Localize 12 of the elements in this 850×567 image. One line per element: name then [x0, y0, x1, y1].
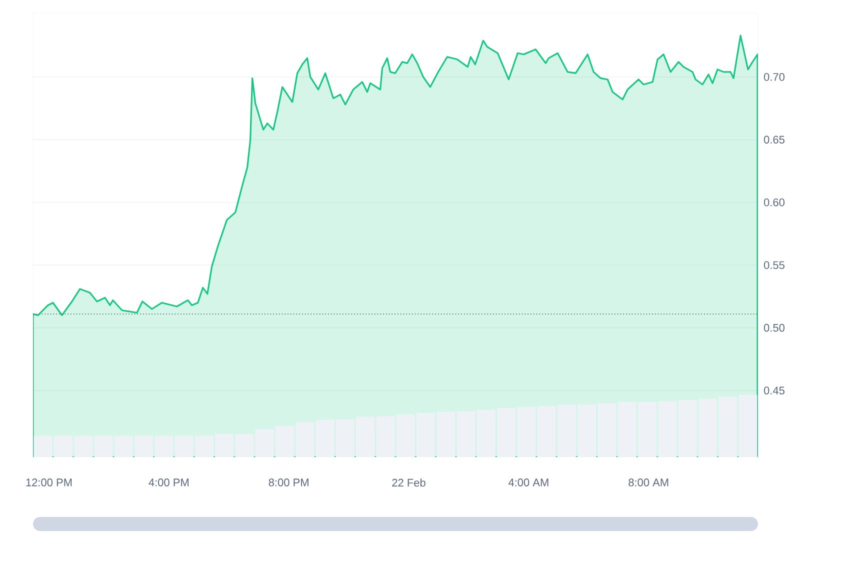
x-tick-label: 4:00 PM [148, 478, 188, 486]
x-tick-label: 4:00 AM [508, 478, 548, 486]
y-tick-label: 0.50 [764, 324, 785, 332]
y-tick-label: 0.65 [764, 136, 784, 144]
x-tick-label: 12:00 PM [26, 478, 72, 486]
x-tick-label: 22 Feb [392, 478, 426, 487]
x-tick-label: 8:00 PM [268, 478, 308, 486]
y-tick-label: 0.70 [764, 73, 785, 81]
y-tick-label: 0.55 [764, 261, 784, 269]
y-tick-label: 0.60 [764, 198, 785, 206]
x-tick-label: 8:00 AM [628, 478, 668, 486]
y-tick-label: 0.45 [764, 386, 784, 394]
